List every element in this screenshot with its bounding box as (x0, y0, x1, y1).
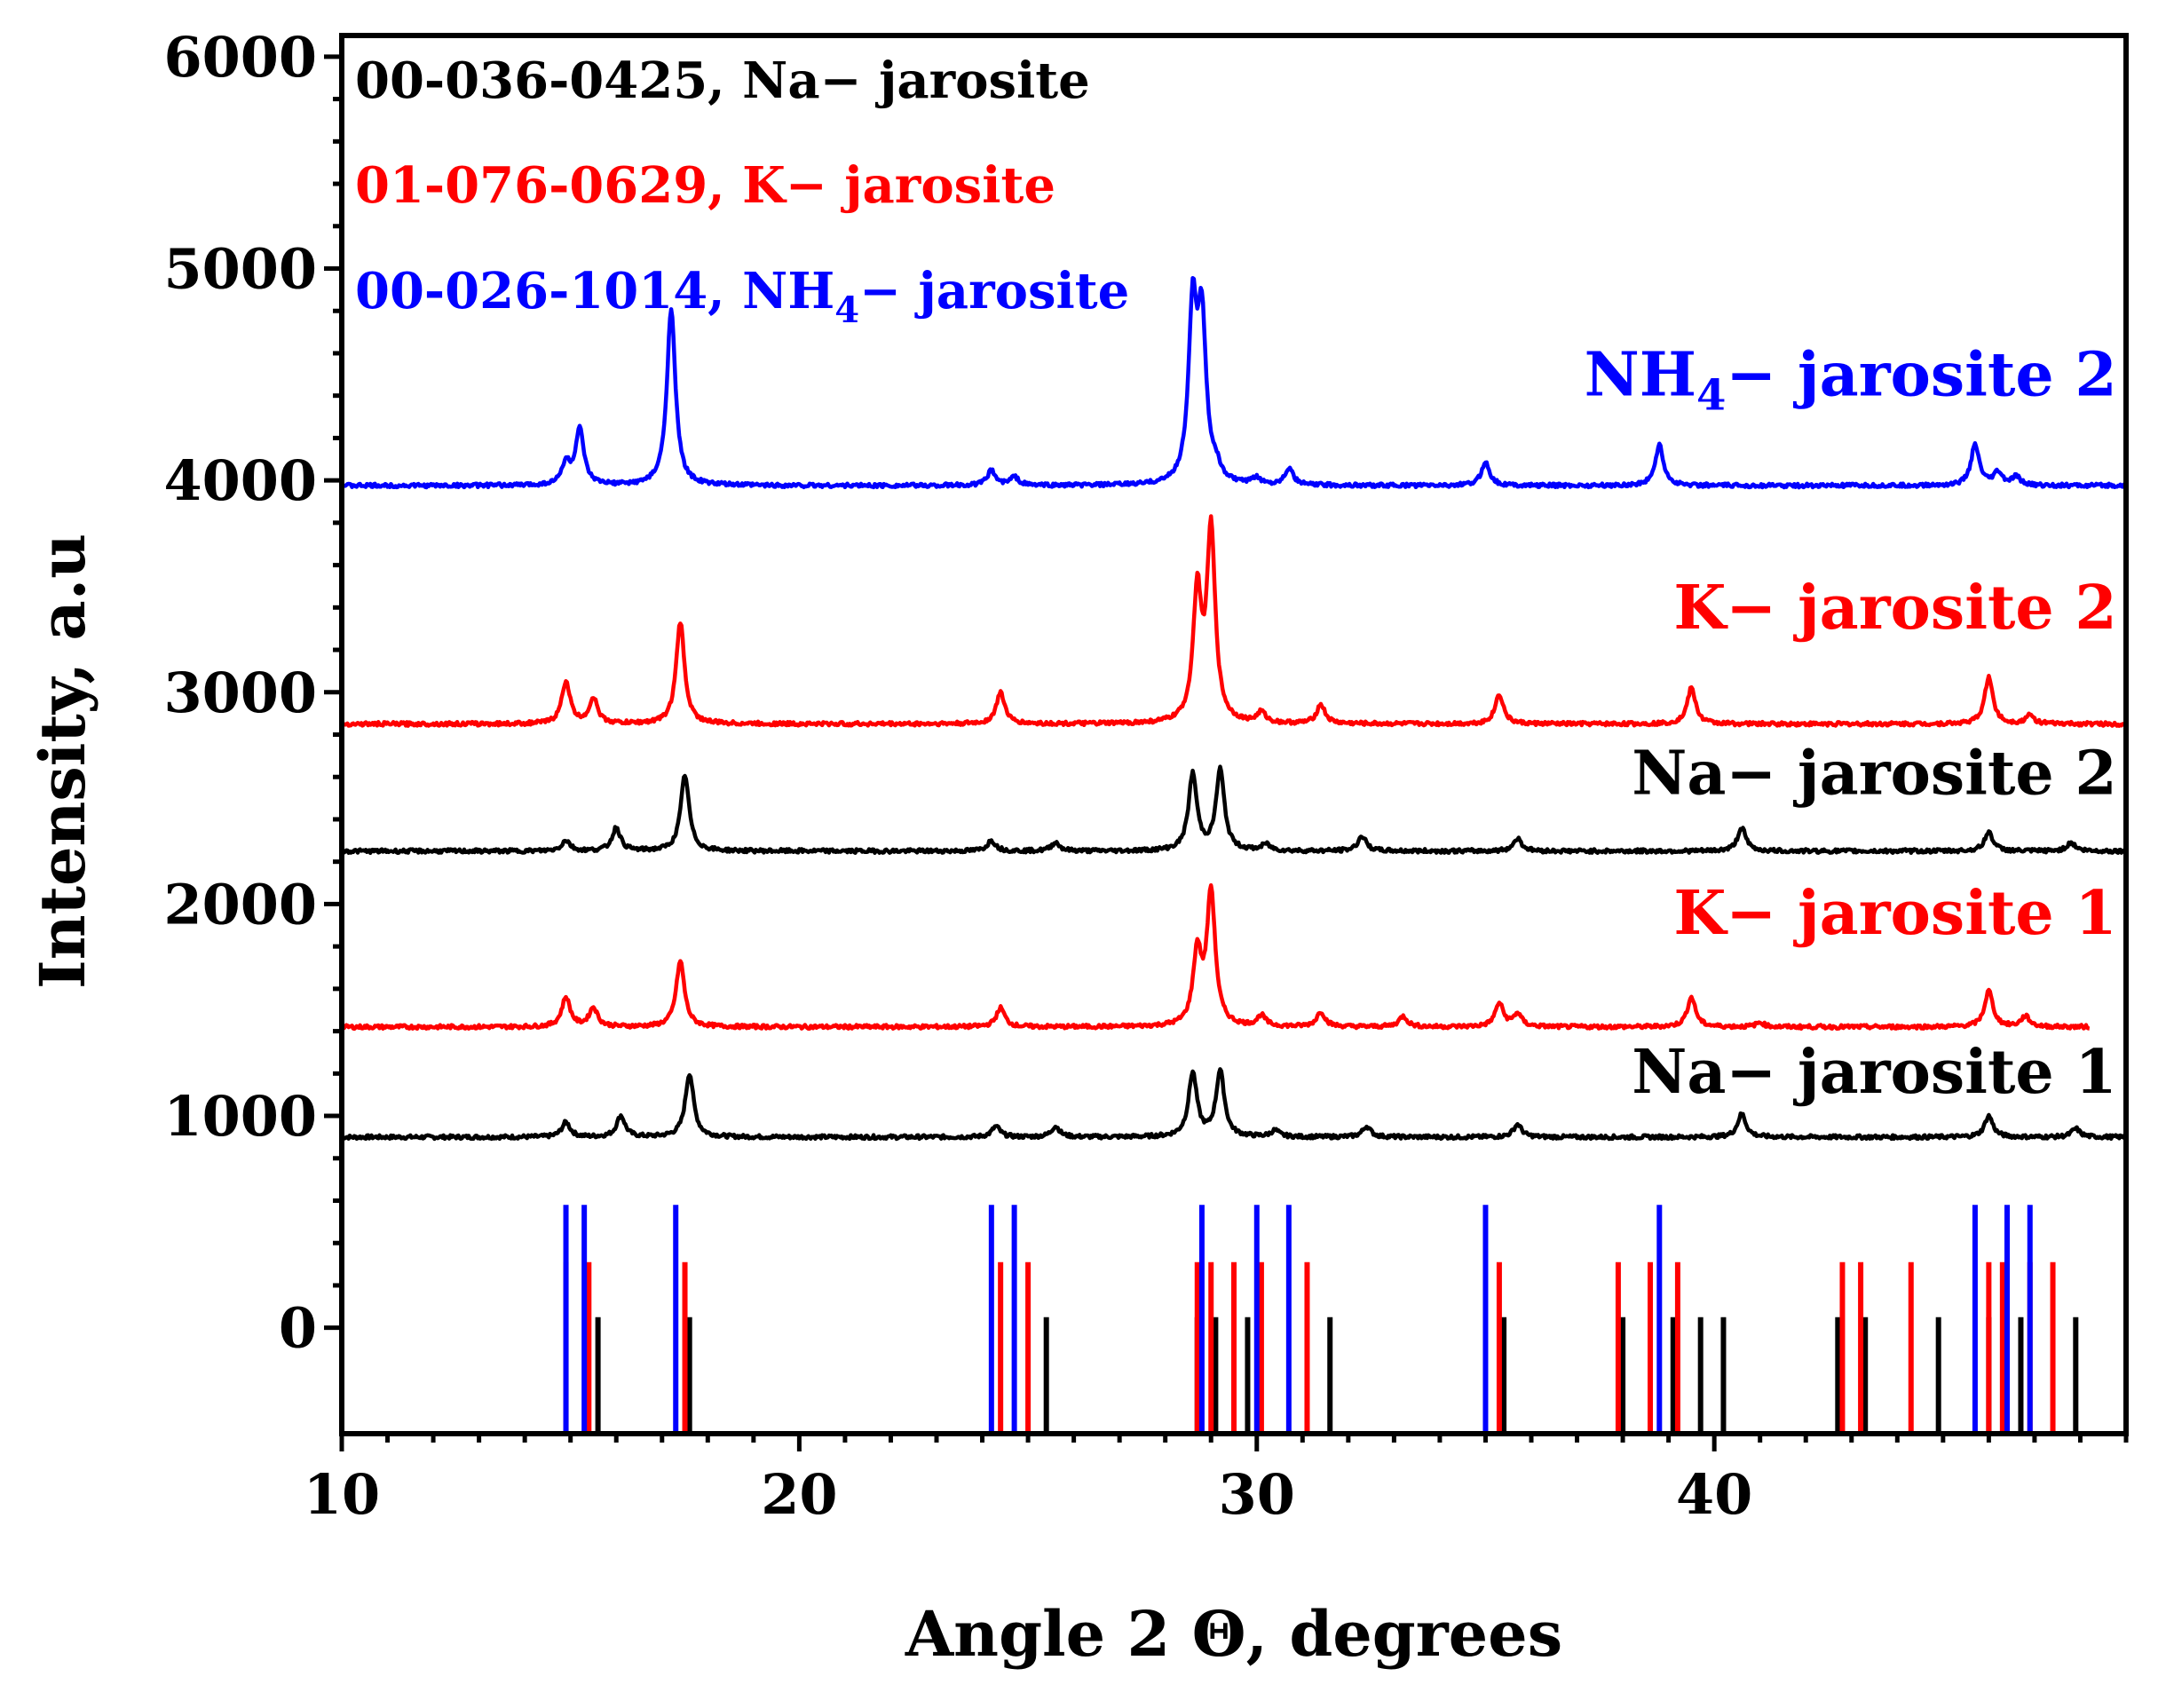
series-line (341, 764, 2127, 856)
y-tick-label: 6000 (163, 25, 317, 90)
series-labels: Na− jarosite 1 K− jarosite 1 Na− jarosite … (1585, 340, 2117, 1108)
legend-na-label: Na− jarosite (742, 51, 1090, 110)
series-label: NH4− jarosite 2 (1585, 340, 2117, 421)
y-tick-label: 0 (279, 1296, 317, 1361)
series-label: Na− jarosite 1 (1632, 1037, 2117, 1108)
x-tick-label: 10 (304, 1462, 380, 1527)
legend-entry-k: 01-076-0629, K− jarosite (355, 156, 1055, 215)
series-line (340, 275, 2129, 490)
legend-nh4-code: 00-026-1014 (355, 262, 708, 320)
legend-k-label: K− jarosite (742, 156, 1055, 215)
y-tick-label: 2000 (163, 872, 317, 937)
series-line (339, 882, 2091, 1032)
y-tick-label: 1000 (163, 1084, 317, 1149)
y-tick-label: 5000 (163, 237, 317, 302)
legend-nh4-label-pre: NH (742, 262, 834, 320)
y-axis-title: Intensity, a.u (26, 534, 99, 989)
plot-lines (339, 275, 2129, 1142)
plot-frame (339, 33, 2129, 1436)
legend-k-code: 01-076-0629 (355, 156, 708, 215)
series-line (341, 1067, 2127, 1142)
series-label: Na− jarosite 2 (1632, 738, 2117, 809)
legend-entry-nh4: 00-026-1014, NH4− jarosite (355, 262, 1129, 331)
x-tick-label: 20 (761, 1462, 837, 1527)
x-tick-label: 30 (1219, 1462, 1295, 1527)
axis-ticks (324, 54, 2129, 1451)
x-tick-label: 40 (1676, 1462, 1752, 1527)
tick-labels: 10 20 30 40 0 1000 2000 3000 4000 5000 6000 (163, 25, 1752, 1527)
legend-nh4-label-sub: 4 (834, 289, 859, 331)
x-axis-title: Angle 2 Θ, degrees (905, 1597, 1562, 1671)
legend-na-code: 00-036-0425 (355, 51, 708, 110)
y-tick-label: 4000 (163, 448, 317, 513)
series-label: K− jarosite 1 (1673, 878, 2116, 949)
legend-entry-na: 00-036-0425, Na− jarosite (355, 51, 1090, 110)
series-label: K− jarosite 2 (1673, 573, 2116, 644)
legend-nh4-label-post: − jarosite (859, 262, 1129, 320)
reference-lines (563, 1205, 2079, 1434)
reference-legend: 00-036-0425, Na− jarosite 01-076-0629, K… (355, 51, 1129, 331)
series-line (339, 514, 2128, 728)
y-tick-label: 3000 (163, 660, 317, 725)
